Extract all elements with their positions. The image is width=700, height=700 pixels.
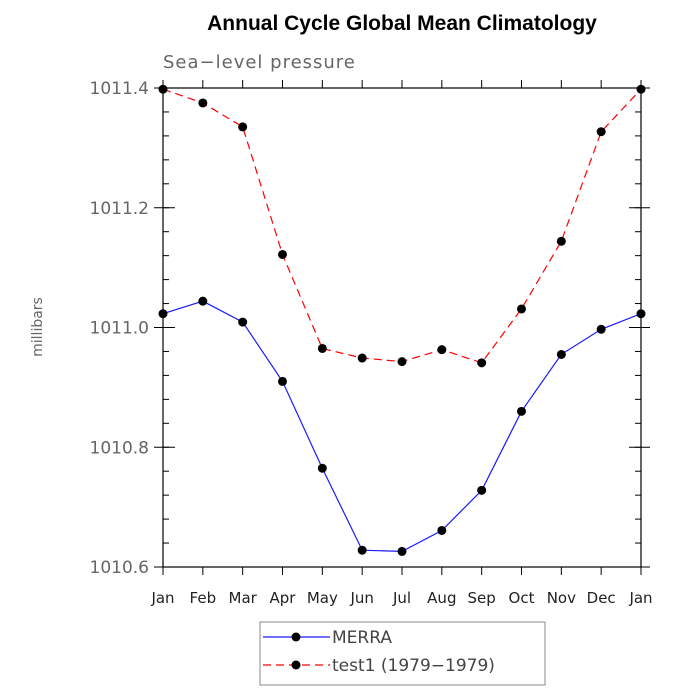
series-1-point [278,249,287,259]
y-tick-label: 1011.4 [90,79,149,99]
series-layer [158,84,646,556]
x-tick-label: Apr [270,589,297,607]
x-tick-label: Aug [427,589,456,607]
legend: MERRA test1 (1979−1979) [259,621,546,686]
series-0-point [278,376,287,386]
x-tick-label: Nov [547,589,576,607]
x-tick-label: Mar [229,589,258,607]
x-tick-label: Feb [190,589,217,607]
y-axis-ticks: 1010.6 1010.8 1011.0 1011.2 1011.4 [90,79,650,578]
series-0-point [596,324,606,334]
series-line-0 [162,300,642,553]
series-0-point [517,406,526,416]
x-tick-label: May [307,589,338,607]
series-0-point [397,546,407,556]
series-1-point [517,304,526,314]
series-1-point [397,357,407,367]
chart-title: Annual Cycle Global Mean Climatology [207,12,597,35]
series-1-point [556,236,566,246]
series-1-point [317,343,327,353]
y-axis-label: millibars [30,297,46,357]
series-1-point [477,358,487,368]
x-axis-ticks: Jan Feb Mar Apr May Jun Jul Aug Sep Oct Nov Dec Jan [150,80,653,607]
x-tick-label: Jun [349,589,373,607]
series-0-point [198,296,208,306]
y-tick-label: 1011.2 [90,199,149,219]
series-0-point [238,317,248,327]
x-tick-label: Dec [587,589,616,607]
minor-ticks [163,87,641,568]
series-0-point [357,545,367,555]
legend-marker-test1 [291,660,301,670]
series-0-point [317,463,327,473]
series-1-point [596,127,606,137]
x-tick-label: Oct [509,589,535,607]
series-1-point [437,345,447,355]
x-tick-label: Sep [468,589,496,607]
series-1-point [357,353,367,363]
y-tick-label: 1010.8 [90,438,149,458]
legend-label-merra: MERRA [332,628,392,648]
series-line-1 [162,88,642,364]
series-0-point [437,525,447,535]
series-1-point [238,122,248,132]
legend-box [259,621,546,686]
plot-frame [162,87,642,568]
legend-label-test1: test1 (1979−1979) [332,656,495,676]
legend-marker-merra [291,632,301,642]
series-0-point [477,485,487,495]
series-0-point [556,349,566,359]
x-tick-label: Jan [628,589,652,607]
x-tick-label: Jul [392,589,411,607]
chart-subtitle: Sea−level pressure [163,52,356,73]
x-tick-label: Jan [150,589,174,607]
series-1-point [198,98,208,108]
y-tick-label: 1011.0 [90,319,149,339]
y-tick-label: 1010.6 [90,558,149,578]
